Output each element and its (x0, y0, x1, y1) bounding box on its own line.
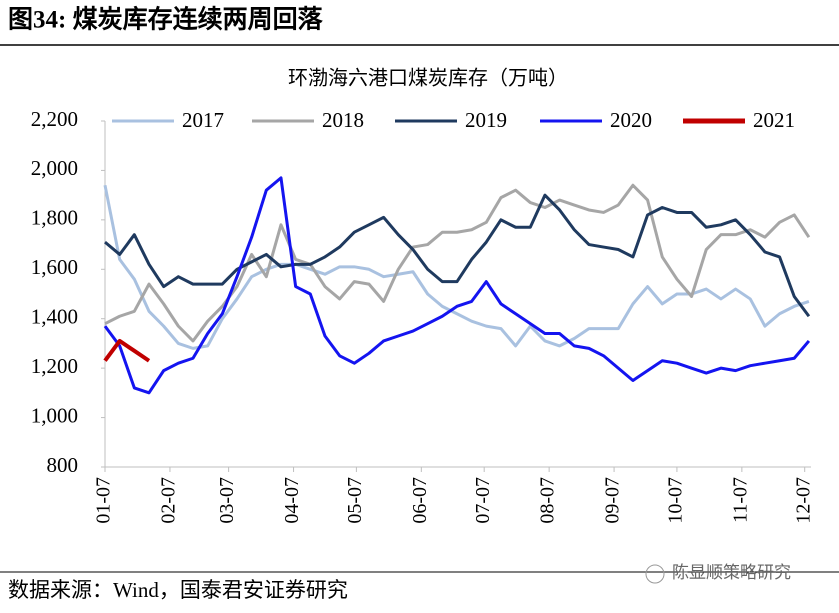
x-tick-label: 07-07 (472, 477, 494, 524)
series-line (104, 193, 811, 318)
y-tick-label: 2,200 (31, 107, 78, 131)
y-tick-label: 2,000 (31, 156, 78, 180)
x-tick-label: 03-07 (216, 477, 238, 524)
x-tick-label: 09-07 (602, 477, 624, 524)
series-line (103, 338, 151, 363)
x-tick-label: 02-07 (158, 477, 180, 524)
x-tick-label: 12-07 (792, 477, 814, 524)
y-tick-label: 1,400 (31, 305, 78, 329)
legend-label: 2021 (753, 108, 795, 132)
y-tick-label: 1,000 (31, 403, 78, 427)
watermark: 陈显顺策略研究 (672, 563, 791, 582)
source: 数据来源：Wind，国泰君安证券研究 (8, 578, 348, 602)
y-tick-label: 1,600 (31, 255, 78, 279)
y-tick-label: 1,200 (31, 354, 78, 378)
x-tick-label: 06-07 (409, 477, 431, 524)
legend-label: 2020 (610, 108, 652, 132)
legend-label: 2019 (465, 108, 507, 132)
legend-label: 2017 (182, 108, 224, 132)
x-tick-label: 11-07 (729, 477, 751, 523)
y-tick-label: 800 (47, 453, 79, 477)
series-line (104, 183, 811, 343)
x-tick-label: 10-07 (665, 477, 687, 524)
legend-label: 2018 (322, 108, 364, 132)
series-line (103, 176, 811, 395)
series-line (103, 184, 810, 350)
x-tick-label: 05-07 (344, 477, 366, 524)
y-tick-label: 1,800 (31, 206, 78, 230)
x-tick-label: 04-07 (281, 477, 303, 524)
watermark-icon (645, 564, 665, 584)
x-tick-label: 01-07 (93, 477, 115, 524)
figure-title: 图34: 煤炭库存连续两周回落 (8, 5, 324, 34)
x-tick-label: 08-07 (537, 477, 559, 524)
chart-title: 环渤海六港口煤炭库存（万吨） (288, 67, 568, 90)
